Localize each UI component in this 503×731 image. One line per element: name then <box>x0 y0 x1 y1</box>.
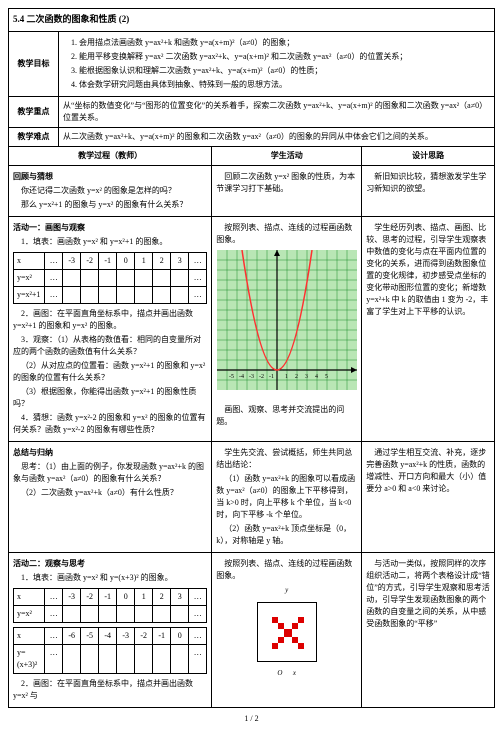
svg-text:5: 5 <box>325 374 328 380</box>
svg-text:3: 3 <box>305 374 308 380</box>
goal-3: 能根据图象认识和理解二次函数 y=ax²+k、y=a(x+m)²（a≠0）的性质… <box>79 65 490 77</box>
axis-y-label: y <box>216 584 357 596</box>
focus-label: 教学重点 <box>9 96 59 127</box>
act1-step3: 3．观察：（1）从表格的数值看：相同的自变量所对应的两个函数的函数值有什么关系？ <box>13 334 207 358</box>
difficulty-label: 教学难点 <box>9 127 59 146</box>
lesson-plan-table: 5.4 二次函数的图象和性质 (2) 教学目标 会用描点法画函数 y=ax²+k… <box>8 8 495 708</box>
act1-design: 学生经历列表、描点、画图、比较、思考的过程，引导学生观察表中数值的变化与点在平面… <box>362 216 495 441</box>
difficulty-text: 从二次函数 y=ax²+k、y=a(x+m)² 的图象和二次函数 y=ax²（a… <box>59 127 495 146</box>
focus-text: 从“坐标的数值变化”与“图形的位置变化”的关系着手，探索二次函数 y=ax²+k… <box>59 96 495 127</box>
svg-text:-4: -4 <box>239 374 244 380</box>
lesson-title: 5.4 二次函数的图象和性质 (2) <box>9 9 495 32</box>
act1-step2: 2．画图：在平面直角坐标系中，描点并画出函数 y=x²+1 的图象和 y=x² … <box>13 308 207 332</box>
svg-text:-2: -2 <box>259 374 264 380</box>
svg-text:-3: -3 <box>249 374 254 380</box>
act2-table2: x … -6 -5 -4 -3 -2 -1 0 … y=(x+3)² … … <box>13 627 207 674</box>
proc-header-design: 设计思路 <box>362 146 495 165</box>
act1-step3c: （3）根据图象，你能得出函数 y=x²+1 的图象性质吗？ <box>13 386 207 410</box>
review-q2: 那么 y=x²+1 的图象与 y=x² 的图象有什么关系？ <box>13 199 207 211</box>
goal-1: 会用描点法画函数 y=ax²+k 和函数 y=a(x+m)²（a≠0）的图象； <box>79 37 490 49</box>
act1-step1: 1．填表：画函数 y=x² 和 y=x²+1 的图象。 <box>13 236 207 248</box>
act2-teacher: 活动二：观察与思考 1．填表：画函数 y=x² 和 y=(x+3)² 的图象。 … <box>9 552 212 707</box>
summary-student: 学生先交流、尝试概括，师生共同总结出结论： （1）函数 y=ax²+k 的图象可… <box>212 441 362 552</box>
review-student: 回顾二次函数 y=x² 图象的性质，为本节课学习打下基础。 <box>212 165 362 216</box>
review-title: 回顾与猜想 <box>13 171 207 183</box>
review-design: 新旧知识比较，猜想激发学生学习新知识的欲望。 <box>362 165 495 216</box>
axis-labels: O x <box>216 668 357 679</box>
act2-design: 与活动一类似，按照同样的次序组织活动二，将两个表格设计成“错位”的方式，引导学生… <box>362 552 495 707</box>
coordinate-grid: -5 -4 -3 -2 -1 1 2 3 4 5 <box>217 250 357 400</box>
act1-title: 活动一：画图与观察 <box>13 222 207 234</box>
goals-label: 教学目标 <box>9 31 59 96</box>
svg-text:-5: -5 <box>229 374 234 380</box>
review-q1: 你还记得二次函数 y=x² 的图象是怎样的吗？ <box>13 185 207 197</box>
page-footer: 1 / 2 <box>8 714 495 723</box>
goal-2: 能用平移变换解释 y=ax² 二次函数 y=ax²+k、y=a(x+m)² 和二… <box>79 51 490 63</box>
svg-text:1: 1 <box>285 374 288 380</box>
act2-title: 活动二：观察与思考 <box>13 558 207 570</box>
proc-header-teacher: 教学过程（教师） <box>9 146 212 165</box>
act1-step3b: （2）从对应点的位置看：函数 y=x²+1 的图象和 y=x² 的图象的位置有什… <box>13 360 207 384</box>
svg-text:2: 2 <box>295 374 298 380</box>
act2-student: 按照列表、描点、连线的过程画函数图象。 y O x <box>212 552 362 707</box>
act1-data-table: x … -3 -2 -1 0 1 2 3 … y=x² … … <box>13 252 207 304</box>
goal-4: 体会数学研究问题由具体到抽象、特殊到一般的思想方法。 <box>79 79 490 91</box>
summary-teacher: 总结与归纳 思考：（1）由上面的例子，你发现函数 y=ax²+k 的图象与函数 … <box>9 441 212 552</box>
act2-table1: x … -3 -2 -1 0 1 2 3 … y=x² … … <box>13 588 207 623</box>
act1-student: 按照列表、描点、连线的过程画函数图象。 -5-4-3-2-1 12345 画图 <box>212 216 362 441</box>
summary-title: 总结与归纳 <box>13 447 207 459</box>
summary-design: 通过学生相互交流、补充，逐步完善函数 y=ax²+k 的性质，函数的增减性、开口… <box>362 441 495 552</box>
act1-teacher: 活动一：画图与观察 1．填表：画函数 y=x² 和 y=x²+1 的图象。 x … <box>9 216 212 441</box>
review-teacher: 回顾与猜想 你还记得二次函数 y=x² 的图象是怎样的吗？ 那么 y=x²+1 … <box>9 165 212 216</box>
placeholder-icon <box>257 602 317 662</box>
act1-step4: 4．猜想：函数 y=x²-2 的图象和 y=x² 的图象的位置有何关系？函数 y… <box>13 412 207 436</box>
goals-cell: 会用描点法画函数 y=ax²+k 和函数 y=a(x+m)²（a≠0）的图象； … <box>59 31 495 96</box>
svg-text:4: 4 <box>315 374 318 380</box>
proc-header-student: 学生活动 <box>212 146 362 165</box>
svg-text:-1: -1 <box>269 374 274 380</box>
